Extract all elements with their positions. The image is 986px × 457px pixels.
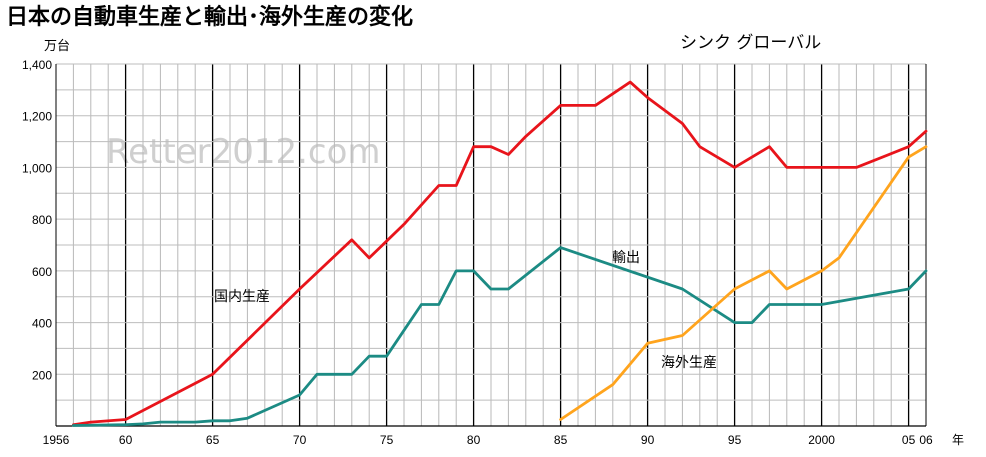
x-tick-label: 2000 [808, 433, 835, 447]
x-tick-label: 90 [641, 433, 655, 447]
overseas-production-line [559, 145, 928, 421]
watermark-text: Retter2012.com [106, 132, 381, 172]
annotation-overseas: 海外生産 [661, 355, 717, 371]
x-tick-label: 70 [293, 433, 307, 447]
axes [55, 64, 927, 427]
y-tick-label: 200 [32, 368, 52, 382]
x-tick-labels: 1956 60 65 70 75 80 85 90 95 2000 05 06 [43, 433, 933, 447]
y-tick-label: 1,400 [22, 58, 52, 72]
x-tick-label: 95 [728, 433, 742, 447]
x-tick-label: 85 [554, 433, 568, 447]
x-tick-label: 06 [919, 433, 933, 447]
y-tick-label: 800 [32, 213, 52, 227]
x-tick-label: 80 [467, 433, 481, 447]
x-tick-label: 65 [206, 433, 220, 447]
series-lines [72, 80, 928, 427]
y-tick-label: 1,000 [22, 161, 52, 175]
x-tick-label: 75 [380, 433, 394, 447]
chart-title: 日本の自動車生産と輸出･海外生産の変化 [6, 4, 413, 30]
brand-label: シンク グローバル [680, 33, 821, 53]
annotation-domestic: 国内生産 [214, 289, 270, 305]
y-axis-unit: 万台 [44, 39, 70, 54]
x-axis-unit: 年 [952, 433, 964, 447]
y-tick-labels: 200 400 600 800 1,000 1,200 1,400 [22, 58, 52, 382]
export-line [72, 246, 928, 427]
grid-lines [55, 63, 927, 426]
x-tick-label: 05 [902, 433, 916, 447]
x-tick-label: 60 [119, 433, 133, 447]
y-tick-label: 600 [32, 265, 52, 279]
y-tick-label: 400 [32, 317, 52, 331]
y-tick-label: 1,200 [22, 110, 52, 124]
annotation-export: 輸出 [612, 250, 640, 266]
x-tick-label: 1956 [43, 433, 70, 447]
domestic-production-line [72, 80, 928, 427]
